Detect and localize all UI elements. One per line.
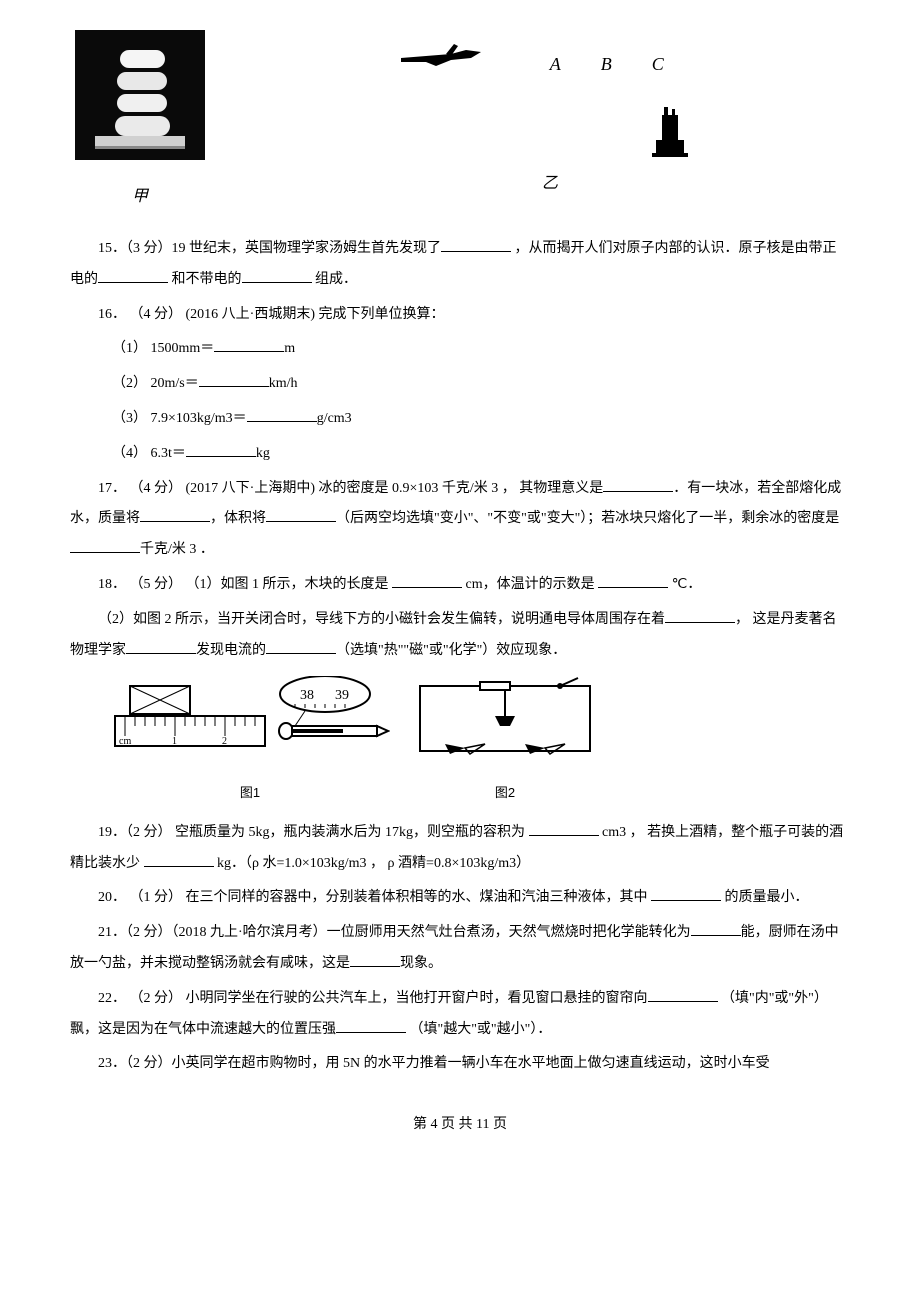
- question-18-p2: （2）如图 2 所示，当开关闭合时，导线下方的小磁针会发生偏转，说明通电导体周围…: [70, 605, 850, 667]
- q16-s4a: （4） 6.3t＝: [112, 446, 186, 461]
- question-23: 23．（2 分）小英同学在超市购物时，用 5N 的水平力推着一辆小车在水平地面上…: [70, 1049, 850, 1080]
- question-15: 15．（3 分）19 世纪末，英国物理学家汤姆生首先发现了 ，从而揭开人们对原子…: [70, 234, 850, 296]
- blank: [350, 953, 400, 967]
- q18-p1a: 18． （5 分） （1）如图 1 所示，木块的长度是: [98, 577, 392, 592]
- fig18-label-1: 图1: [110, 779, 390, 808]
- q16-s2a: （2） 20m/s＝: [112, 376, 199, 391]
- q15-text-1: 15．（3 分）19 世纪末，英国物理学家汤姆生首先发现了: [98, 241, 441, 256]
- fig18-label-2: 图2: [410, 779, 600, 808]
- q19-c: kg．（ρ 水=1.0×103kg/m3 ， ρ 酒精=0.8×103kg/m3…: [214, 856, 531, 871]
- q21-a: 21．（2 分）（2018 九上·哈尔滨月考）一位厨师用天然气灶台煮汤，天然气燃…: [98, 925, 691, 940]
- airplane-icon: [396, 40, 486, 70]
- q15-text-3: 和不带电的: [168, 272, 242, 287]
- blank: [441, 238, 511, 252]
- q18-p2d: （选填"热""磁"或"化学"）效应现象．: [336, 643, 566, 658]
- blank: [140, 508, 210, 522]
- blank: [648, 988, 718, 1002]
- svg-text:cm: cm: [119, 736, 131, 747]
- fig18-ruler-thermo: cm 1 2 38 39 图1: [110, 676, 390, 807]
- q17-a: 17． （4 分） (2017 八下·上海期中) 冰的密度是 0.9×103 千…: [98, 481, 603, 496]
- q16-s2b: km/h: [269, 376, 298, 391]
- q23-a: 23．（2 分）小英同学在超市购物时，用 5N 的水平力推着一辆小车在水平地面上…: [98, 1056, 770, 1071]
- q16-s1a: （1） 1500mm＝: [112, 341, 214, 356]
- question-22: 22． （2 分） 小明同学坐在行驶的公共汽车上，当他打开窗户时，看见窗口悬挂的…: [70, 984, 850, 1046]
- blank: [603, 478, 673, 492]
- q18-p2c: 发现电流的: [196, 643, 266, 658]
- blank: [266, 640, 336, 654]
- blank: [144, 853, 214, 867]
- question-21: 21．（2 分）（2018 九上·哈尔滨月考）一位厨师用天然气灶台煮汤，天然气燃…: [70, 918, 850, 980]
- q22-a: 22． （2 分） 小明同学坐在行驶的公共汽车上，当他打开窗户时，看见窗口悬挂的…: [98, 991, 648, 1006]
- blank: [651, 887, 721, 901]
- question-16-head: 16． （4 分） (2016 八上·西城期末) 完成下列单位换算：: [70, 300, 850, 331]
- q16-s3b: g/cm3: [317, 411, 352, 426]
- blank: [691, 922, 741, 936]
- blank: [70, 539, 140, 553]
- blank: [336, 1019, 406, 1033]
- svg-text:1: 1: [172, 736, 177, 747]
- figure-yi: ABC 乙: [250, 30, 850, 201]
- svg-text:38: 38: [300, 688, 314, 703]
- blank: [186, 443, 256, 457]
- building-icon: [650, 105, 690, 160]
- q16-sub2: （2） 20m/s＝ km/h: [70, 369, 850, 400]
- q17-e: 千克/米 3 ．: [140, 542, 214, 557]
- blank: [242, 269, 312, 283]
- q20-b: 的质量最小．: [721, 890, 809, 905]
- svg-text:2: 2: [222, 736, 227, 747]
- blank: [529, 822, 599, 836]
- q16-sub3: （3） 7.9×103kg/m3＝ g/cm3: [70, 404, 850, 435]
- question-17: 17． （4 分） (2017 八下·上海期中) 冰的密度是 0.9×103 千…: [70, 474, 850, 566]
- q17-d: （后两空均选填"变小"、"不变"或"变大"）；若冰块只熔化了一半，剩余冰的密度是: [336, 511, 839, 526]
- q16-s1b: m: [284, 341, 295, 356]
- page-footer: 第 4 页 共 11 页: [70, 1110, 850, 1141]
- plane-row: ABC: [250, 40, 850, 85]
- caption-yi: 乙: [250, 166, 850, 201]
- q22-c: （填"越大"或"越小"）．: [406, 1022, 551, 1037]
- q16-s3a: （3） 7.9×103kg/m3＝: [112, 411, 247, 426]
- q18-p1b: cm，体温计的示数是: [462, 577, 598, 592]
- q16-sub4: （4） 6.3t＝ kg: [70, 439, 850, 470]
- q15-text-4: 组成．: [312, 272, 358, 287]
- q18-p1c: ℃．: [668, 577, 701, 592]
- fig18-circuit: 图2: [410, 676, 600, 807]
- letters-abc: ABC: [550, 45, 704, 85]
- svg-text:39: 39: [335, 688, 349, 703]
- q17-c: ，体积将: [210, 511, 266, 526]
- blank: [199, 373, 269, 387]
- q21-c: 现象。: [400, 956, 442, 971]
- q16-s4b: kg: [256, 446, 270, 461]
- blank: [392, 574, 462, 588]
- figure-row-18: cm 1 2 38 39 图1: [110, 676, 850, 807]
- q20-a: 20． （1 分） 在三个同样的容器中，分别装着体积相等的水、煤油和汽油三种液体…: [98, 890, 651, 905]
- question-19: 19．（2 分） 空瓶质量为 5kg，瓶内装满水后为 17kg，则空瓶的容积为 …: [70, 818, 850, 880]
- blank: [126, 640, 196, 654]
- blank: [598, 574, 668, 588]
- q19-a: 19．（2 分） 空瓶质量为 5kg，瓶内装满水后为 17kg，则空瓶的容积为: [98, 825, 529, 840]
- q18-p2a: （2）如图 2 所示，当开关闭合时，导线下方的小磁针会发生偏转，说明通电导体周围…: [98, 612, 665, 627]
- caption-jia: 甲: [70, 179, 210, 214]
- blank: [665, 609, 735, 623]
- question-20: 20． （1 分） 在三个同样的容器中，分别装着体积相等的水、煤油和汽油三种液体…: [70, 883, 850, 914]
- blank: [98, 269, 168, 283]
- image-jia: [75, 30, 205, 160]
- figure-row-top: 甲 ABC 乙: [70, 30, 850, 214]
- figure-jia: 甲: [70, 30, 210, 214]
- q16-sub1: （1） 1500mm＝ m: [70, 334, 850, 365]
- question-18-p1: 18． （5 分） （1）如图 1 所示，木块的长度是 cm，体温计的示数是 ℃…: [70, 570, 850, 601]
- blank: [214, 338, 284, 352]
- blank: [247, 408, 317, 422]
- blank: [266, 508, 336, 522]
